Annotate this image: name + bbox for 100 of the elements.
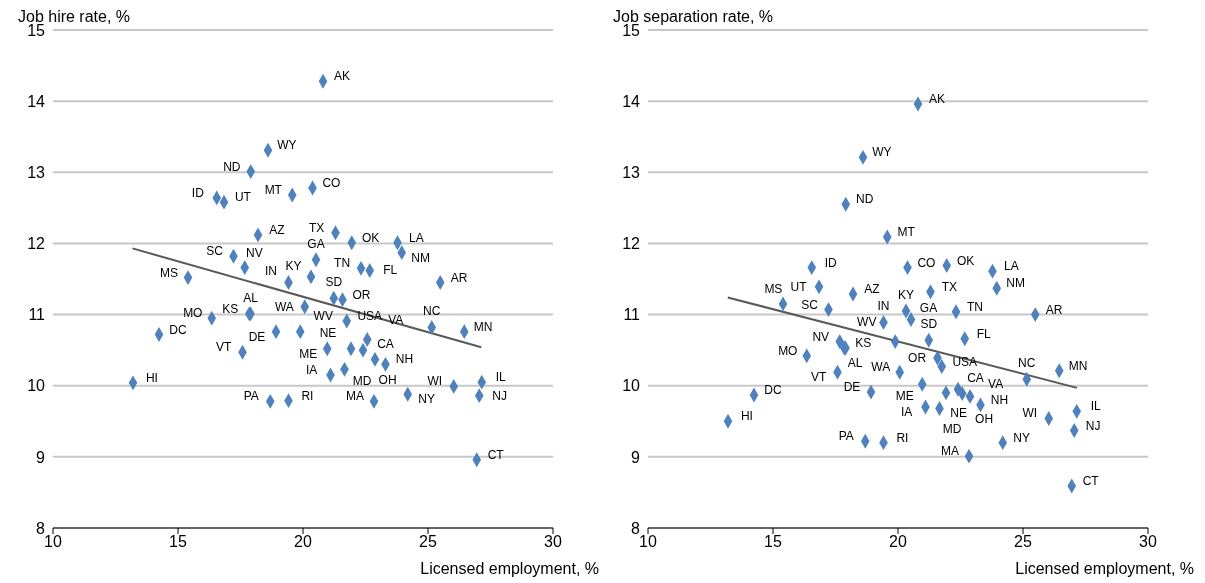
data-label: WA <box>274 299 294 314</box>
data-label: AR <box>1045 302 1063 317</box>
data-label: CO <box>917 255 936 270</box>
data-label: LA <box>1004 259 1019 274</box>
x-tick-label: 15 <box>169 533 187 551</box>
data-label: NM <box>411 250 431 265</box>
data-label: NJ <box>492 388 507 403</box>
data-label: AL <box>243 290 259 305</box>
y-tick-label: 12 <box>622 235 641 253</box>
y-tick-label: 12 <box>27 235 46 253</box>
data-label: OK <box>957 253 975 268</box>
data-label: NH <box>395 352 414 367</box>
y-tick-label: 13 <box>27 163 46 181</box>
data-label: NC <box>423 304 441 319</box>
data-label: GA <box>919 301 938 316</box>
y-tick-label: 8 <box>631 519 641 537</box>
data-label: USA <box>952 354 978 369</box>
x-tick-label: 20 <box>294 533 312 551</box>
data-label: PA <box>838 429 854 444</box>
y-tick-label: 9 <box>36 448 46 466</box>
data-label: RI <box>896 430 909 445</box>
data-label: NH <box>990 392 1009 407</box>
data-label: NE <box>950 406 967 421</box>
data-label: CA <box>967 370 984 385</box>
data-label: IN <box>877 299 890 314</box>
data-label: FL <box>976 326 992 341</box>
data-label: NY <box>1013 430 1031 445</box>
data-label: AK <box>333 69 350 84</box>
data-label: MO <box>183 306 203 321</box>
data-label: AZ <box>269 222 285 237</box>
y-tick-label: 11 <box>28 306 46 324</box>
data-label: MS <box>160 265 179 280</box>
data-label: IA <box>900 405 913 420</box>
data-label: WI <box>1022 406 1038 421</box>
data-label: NJ <box>1085 418 1101 433</box>
data-label: UT <box>790 279 808 294</box>
x-tick-label: 15 <box>764 533 782 551</box>
data-label: WV <box>313 309 333 324</box>
data-label: AZ <box>864 281 880 296</box>
data-label: MT <box>264 183 283 198</box>
data-label: SD <box>920 317 938 332</box>
x-tick-label: 30 <box>544 533 562 551</box>
data-label: WY <box>277 138 297 153</box>
data-label: DC <box>764 382 782 397</box>
data-label: UT <box>234 190 252 205</box>
data-label: ID <box>191 185 205 200</box>
data-label: WY <box>872 145 892 160</box>
data-label: HI <box>740 409 753 424</box>
data-label: CO <box>322 175 341 190</box>
data-label: SC <box>206 244 224 259</box>
y-tick-label: 14 <box>27 92 46 110</box>
data-label: NC <box>1018 356 1036 371</box>
data-label: VA <box>988 376 1004 391</box>
data-label: CT <box>1082 474 1100 489</box>
data-label: DE <box>248 329 266 344</box>
y-tick-label: 11 <box>623 306 641 324</box>
data-label: DE <box>843 380 861 395</box>
data-label: OK <box>362 230 380 245</box>
data-label: KS <box>222 301 239 316</box>
data-label: MD <box>352 373 372 388</box>
data-label: FL <box>383 263 398 278</box>
data-label: IL <box>1090 399 1102 414</box>
data-label: IN <box>265 264 278 279</box>
y-tick-label: 9 <box>631 448 641 466</box>
data-label: TN <box>966 299 983 314</box>
y-tick-label: 10 <box>27 377 46 395</box>
data-label: AR <box>450 270 468 285</box>
data-label: KY <box>285 258 302 273</box>
data-label: WV <box>857 314 877 329</box>
data-label: HI <box>145 370 158 385</box>
data-label: AK <box>928 92 945 107</box>
data-label: ND <box>223 159 241 174</box>
data-label: NV <box>246 245 263 260</box>
data-label: MA <box>346 389 365 404</box>
data-label: NV <box>812 329 830 344</box>
y-tick-label: 14 <box>622 92 641 110</box>
data-label: ME <box>299 346 318 361</box>
data-label: OR <box>352 287 371 302</box>
data-label: WA <box>871 360 891 375</box>
x-tick-label: 25 <box>1014 533 1032 551</box>
x-axis-title: Licensed employment, % <box>1015 560 1194 578</box>
data-label: NY <box>418 392 436 407</box>
x-tick-label: 25 <box>419 533 437 551</box>
data-label: TX <box>308 220 325 235</box>
data-label: MT <box>897 225 916 240</box>
data-label: SD <box>325 275 343 290</box>
data-label: KS <box>855 336 872 351</box>
data-label: NE <box>319 326 337 341</box>
y-tick-label: 10 <box>622 377 641 395</box>
data-label: CA <box>377 337 394 352</box>
data-label: MA <box>941 444 960 459</box>
y-tick-label: 13 <box>622 163 641 181</box>
data-label: OR <box>908 350 927 365</box>
data-label: OH <box>378 372 397 387</box>
data-label: MO <box>778 343 798 358</box>
data-label: OH <box>975 412 994 427</box>
data-label: GA <box>307 236 325 251</box>
data-label: ID <box>824 255 838 270</box>
data-label: NM <box>1006 276 1026 291</box>
data-label: WI <box>427 374 443 389</box>
